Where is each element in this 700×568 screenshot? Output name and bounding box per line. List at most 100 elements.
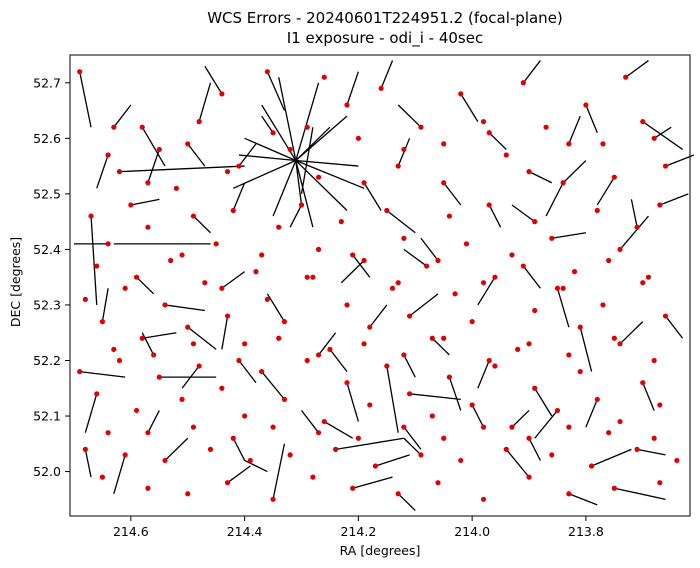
error-vector <box>192 215 211 234</box>
y-tick-label: 52.2 <box>33 353 61 368</box>
star-marker <box>361 341 367 347</box>
error-vector <box>295 159 365 189</box>
error-vector <box>187 143 206 167</box>
error-vector <box>198 82 212 122</box>
error-vector <box>642 382 655 411</box>
star-marker <box>344 380 350 386</box>
error-vector <box>261 371 285 400</box>
star-marker <box>486 357 492 364</box>
star-marker <box>554 407 561 414</box>
star-marker <box>145 485 151 491</box>
error-vector <box>84 449 92 478</box>
error-vector <box>295 160 314 228</box>
star-marker <box>321 418 327 425</box>
error-vector <box>141 126 166 167</box>
star-marker <box>566 491 572 497</box>
star-marker <box>304 357 310 364</box>
star-marker <box>406 313 413 319</box>
error-vector <box>636 448 666 456</box>
star-marker <box>566 141 572 147</box>
error-vector <box>443 182 462 206</box>
star-marker <box>503 152 509 158</box>
error-vector <box>534 387 553 417</box>
error-vector <box>591 448 632 467</box>
star-marker <box>315 352 322 358</box>
error-vector <box>431 337 450 356</box>
error-vector <box>300 127 314 194</box>
star-marker <box>219 385 225 391</box>
star-marker <box>651 435 657 441</box>
star-marker <box>395 280 401 286</box>
error-vector <box>187 326 217 350</box>
star-marker <box>202 280 208 286</box>
error-vector <box>340 260 365 284</box>
star-marker <box>623 74 629 80</box>
star-marker <box>224 313 231 319</box>
star-marker <box>401 424 407 430</box>
star-marker <box>105 152 111 158</box>
x-axis-label: RA [degrees] <box>340 543 421 558</box>
star-marker <box>310 274 316 280</box>
star-marker <box>156 146 162 153</box>
star-marker <box>105 241 111 247</box>
star-marker <box>549 452 555 458</box>
star-marker <box>128 202 134 208</box>
star-marker <box>469 402 475 408</box>
error-vector <box>289 204 303 228</box>
star-marker <box>378 85 384 91</box>
error-vector <box>528 437 541 461</box>
error-vector <box>238 143 257 167</box>
star-marker <box>515 346 521 352</box>
error-vector <box>232 437 246 461</box>
x-tick-label: 214.6 <box>113 524 149 539</box>
star-marker <box>617 341 623 347</box>
error-vector <box>295 160 303 206</box>
star-marker <box>594 396 600 402</box>
star-marker <box>327 346 333 352</box>
star-marker <box>94 391 100 397</box>
error-vector <box>551 232 587 239</box>
error-vector <box>556 288 570 328</box>
star-marker <box>532 307 538 314</box>
star-marker <box>577 324 583 330</box>
star-marker <box>315 430 322 436</box>
star-marker <box>395 163 401 169</box>
star-marker <box>264 296 270 302</box>
star-marker <box>145 224 151 230</box>
star-marker <box>122 285 128 291</box>
star-marker <box>406 391 413 397</box>
star-marker <box>338 219 344 225</box>
star-marker <box>361 180 367 186</box>
error-vector <box>164 304 205 312</box>
error-vector <box>232 159 297 189</box>
star-marker <box>344 102 350 108</box>
error-vector <box>665 154 695 167</box>
star-marker <box>662 163 669 169</box>
star-marker <box>611 485 617 491</box>
star-marker <box>424 263 430 269</box>
error-vector <box>261 115 274 134</box>
star-marker <box>503 446 509 452</box>
star-marker <box>549 235 555 241</box>
error-vector <box>545 182 564 217</box>
error-vector <box>409 293 439 317</box>
star-marker <box>173 185 179 191</box>
error-vector <box>477 360 490 389</box>
star-marker <box>441 141 447 147</box>
error-vector <box>272 160 297 217</box>
error-vector <box>164 437 189 461</box>
error-vector <box>130 198 160 206</box>
star-marker <box>645 274 652 280</box>
star-marker <box>492 363 498 369</box>
star-marker <box>458 91 464 97</box>
star-marker <box>532 219 538 225</box>
star-marker <box>486 130 492 136</box>
chart-title: WCS Errors - 20240601T224951.2 (focal-pl… <box>207 9 563 27</box>
star-marker <box>185 141 191 147</box>
star-marker <box>640 280 646 286</box>
y-tick-label: 52.0 <box>33 464 61 479</box>
error-vector <box>346 382 360 422</box>
star-marker <box>657 202 663 208</box>
error-vector <box>642 121 683 150</box>
star-marker <box>435 480 441 486</box>
